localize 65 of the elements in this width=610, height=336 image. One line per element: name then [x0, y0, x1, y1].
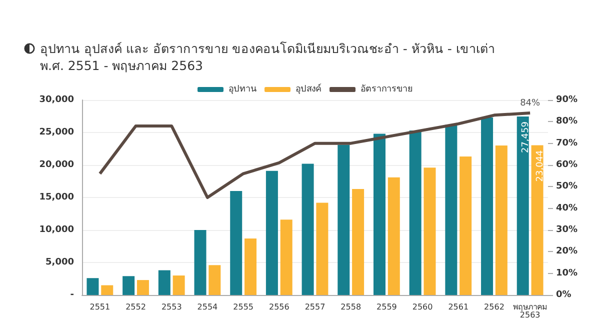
y2-tick-label: 90% — [556, 95, 578, 105]
line-series — [98, 112, 532, 199]
chart-title: อุปทาน อุปสงค์ และ อัตราการขาย ของคอนโดมิเนียมบริเวณชะอำ - หัวหิน - เขาเต่า — [40, 40, 496, 57]
x-tick-label: 2552 — [126, 302, 146, 312]
bar — [302, 164, 314, 295]
y2-tick-label: 10% — [556, 268, 578, 278]
bar — [516, 116, 529, 295]
chart-subtitle: พ.ศ. 2551 - พฤษภาคม 2563 — [40, 57, 204, 74]
bar — [424, 168, 436, 295]
y2-tick-label: 20% — [556, 246, 578, 257]
bar — [101, 285, 114, 295]
y2-tick-label: 80% — [556, 116, 578, 127]
y2-tick-label: 40% — [556, 203, 578, 214]
data-label: 84% — [520, 98, 541, 108]
bar — [122, 276, 135, 295]
y-tick-label: 10,000 — [39, 225, 74, 235]
x-tick-label: 2558 — [340, 302, 362, 312]
bar — [373, 134, 386, 295]
x-tick-label: 2554 — [197, 302, 218, 312]
bar — [280, 220, 292, 295]
bar — [136, 280, 149, 295]
bar — [266, 170, 278, 295]
legend-label: อุปทาน — [228, 84, 256, 94]
x-tick-label: 2553 — [161, 302, 182, 312]
bar — [460, 156, 472, 295]
bar — [172, 276, 185, 295]
y2-tick-label: 70% — [556, 138, 578, 148]
y-tick-label: 30,000 — [39, 95, 74, 105]
bar — [338, 144, 350, 295]
y-tick-label: 25,000 — [39, 128, 74, 138]
x-tick-label: 2560 — [412, 302, 433, 312]
y2-tick-label: 30% — [556, 225, 578, 235]
x-tick-label: 2555 — [233, 302, 254, 312]
bar — [531, 145, 544, 295]
y2-tick-label: 60% — [556, 160, 578, 170]
y2-tick-label: 50% — [556, 182, 578, 192]
x-tick-label: 2551 — [90, 302, 110, 312]
bar — [409, 130, 422, 295]
bar — [208, 265, 221, 295]
y-tick-label: - — [70, 290, 74, 300]
bar — [86, 278, 99, 295]
y-tick-label: 5,000 — [46, 258, 74, 268]
bar — [244, 238, 257, 295]
bar — [481, 118, 494, 295]
y-tick-label: 20,000 — [39, 160, 74, 170]
x-tick-label: 2559 — [376, 302, 397, 312]
legend-label: อุปสงค์ — [296, 82, 322, 94]
x-tick-label: พฤษภาคม 2563 — [513, 302, 548, 320]
data-label: 23,044 — [535, 150, 546, 182]
bar — [230, 191, 242, 295]
bar — [194, 230, 206, 295]
x-tick-label: 2561 — [448, 302, 469, 312]
x-tick-label: 2562 — [484, 302, 504, 312]
bar — [495, 146, 508, 295]
bar — [316, 202, 328, 295]
y2-tick-label: 0% — [556, 290, 572, 300]
x-tick-label: 2557 — [304, 302, 326, 312]
legend-label: อัตราการขาย — [360, 84, 412, 94]
data-label: 27,459 — [520, 121, 531, 154]
bar — [352, 189, 364, 295]
bar — [158, 270, 170, 295]
x-tick-label: 2556 — [268, 302, 290, 312]
bar — [445, 124, 458, 295]
bar — [388, 177, 400, 295]
y-tick-label: 15,000 — [39, 192, 74, 202]
